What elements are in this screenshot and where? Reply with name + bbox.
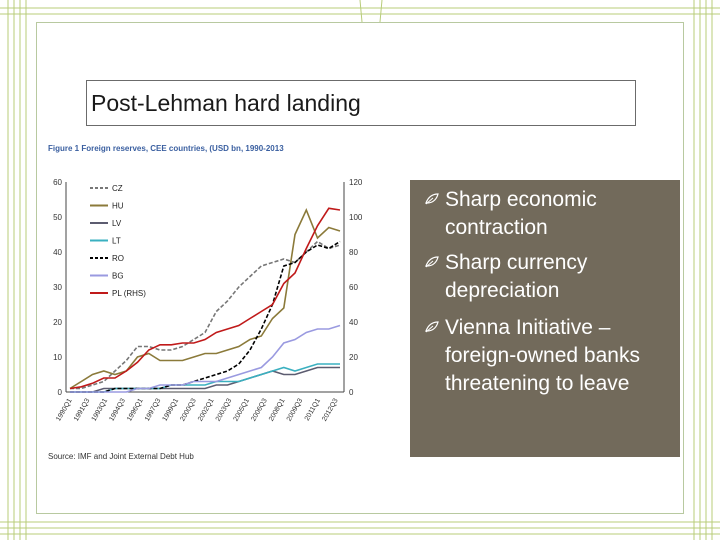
figure-source: Source: IMF and Joint External Debt Hub [48,452,194,461]
series-line-lv [70,366,340,393]
x-tick-label: 2006Q3 [250,397,269,422]
bullet-line: foreign-owned banks [445,344,640,367]
left-vine-decoration [7,0,27,540]
x-tick-label: 1994Q3 [108,397,127,422]
right-vine-decoration [693,0,713,540]
right-tick-label: 0 [349,388,354,397]
right-tick-label: 20 [349,353,358,362]
x-tick-label: 2005Q1 [233,397,252,422]
bullet-line: Vienna Initiative – [445,316,611,339]
legend-label: CZ [112,184,123,193]
bullet-line: threatening to leave [445,372,630,395]
x-tick-label: 2012Q3 [321,397,340,422]
left-tick-label: 0 [58,388,63,397]
series-line-hu [69,207,341,390]
series-line-ro [70,240,341,393]
series-line-bg [70,324,341,393]
legend-label: LV [112,219,122,228]
left-tick-label: 50 [53,213,62,222]
slide-title: Post-Lehman hard landing [91,90,361,116]
legend-label: LT [112,237,121,246]
bullet-line: contraction [445,216,548,239]
vine-leaf-icon [425,193,439,205]
x-tick-label: 2011Q1 [304,397,322,422]
x-tick-label: 1996Q1 [126,397,145,422]
series-line-pl-rhs- [69,207,341,390]
x-tick-label: 1999Q1 [162,397,181,422]
vine-leaf-icon [425,321,439,333]
left-tick-label: 40 [53,248,62,257]
bullet-text-panel[interactable]: Sharp economic contraction Sharp currenc… [410,180,680,457]
x-tick-label: 2000Q3 [179,397,198,422]
right-tick-label: 60 [349,283,358,292]
x-tick-label: 2003Q3 [215,397,234,422]
legend-label: PL (RHS) [112,289,146,298]
figure-caption: Figure 1 Foreign reserves, CEE countries… [48,144,284,153]
legend-label: BG [112,272,124,281]
left-tick-label: 20 [53,318,62,327]
legend-label: RO [112,254,124,263]
bullet-line: Sharp currency [445,251,588,274]
bullet-line: depreciation [445,279,560,302]
x-tick-label: 2002Q1 [197,397,216,422]
left-tick-label: 60 [53,178,62,187]
x-tick-label: 2009Q3 [286,397,305,422]
top-vine-decoration [0,0,720,22]
x-tick-label: 2008Q1 [268,397,287,422]
left-tick-label: 10 [53,353,62,362]
right-tick-label: 120 [349,178,363,187]
x-tick-label: 1990Q1 [55,397,74,422]
title-placeholder[interactable]: Post-Lehman hard landing [86,80,636,126]
x-tick-label: 1997Q3 [144,397,163,422]
bullet-line: Sharp economic [445,188,597,211]
right-tick-label: 80 [349,248,358,257]
x-tick-label: 1991Q3 [73,397,92,422]
bottom-vine-decoration [0,521,720,535]
left-tick-label: 30 [53,283,62,292]
right-tick-label: 40 [349,318,358,327]
vine-leaf-icon [425,256,439,268]
x-tick-label: 1993Q1 [91,397,110,422]
right-tick-label: 100 [349,213,363,222]
legend-label: HU [112,202,124,211]
